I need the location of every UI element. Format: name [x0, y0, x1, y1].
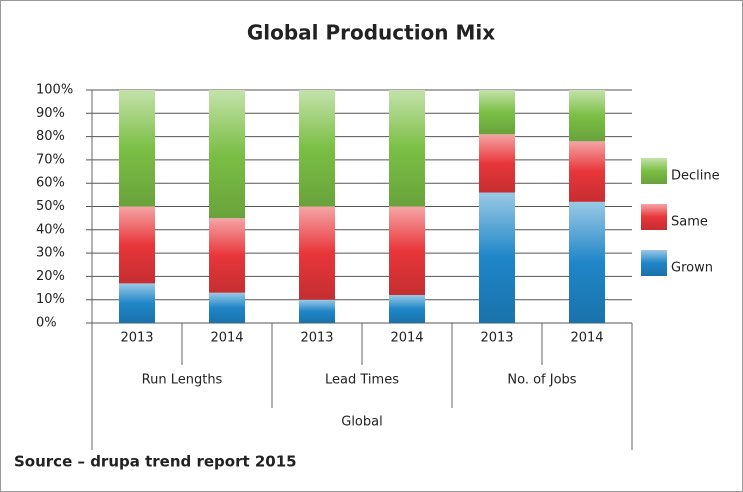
- bar-segment: [569, 141, 605, 202]
- bar-segment: [479, 134, 515, 193]
- x-tick-label: 2013: [120, 331, 153, 346]
- y-tick-label: 70%: [36, 152, 65, 167]
- group-label: No. of Jobs: [507, 373, 576, 388]
- bar-segment: [209, 292, 245, 323]
- bar-segment: [209, 218, 245, 293]
- y-tick-label: 100%: [36, 83, 73, 98]
- chart-title: Global Production Mix: [247, 21, 495, 45]
- legend-label: Grown: [671, 261, 713, 276]
- y-tick-label: 0%: [36, 316, 57, 331]
- x-tick-label: 2014: [390, 331, 423, 346]
- legend-swatch: [641, 204, 667, 230]
- legend-label: Decline: [671, 169, 720, 184]
- bar-segment: [389, 90, 425, 207]
- x-tick-label: 2013: [300, 331, 333, 346]
- bar-segment: [479, 90, 515, 135]
- y-tick-label: 20%: [36, 269, 65, 284]
- legend-swatch: [641, 250, 667, 276]
- bar-segment: [389, 295, 425, 323]
- legend-swatch: [641, 158, 667, 184]
- y-tick-label: 40%: [36, 222, 65, 237]
- group-label: Run Lengths: [142, 373, 223, 388]
- bar-segment: [119, 206, 155, 284]
- x-tick-label: 2014: [570, 331, 603, 346]
- bar-segment: [299, 90, 335, 207]
- x-tick-label: 2014: [210, 331, 243, 346]
- bar-segment: [299, 299, 335, 323]
- y-tick-label: 90%: [36, 106, 65, 121]
- y-tick-label: 30%: [36, 246, 65, 261]
- group-label: Lead Times: [325, 373, 399, 388]
- supergroup-label: Global: [341, 415, 382, 430]
- bar-segment: [569, 90, 605, 142]
- bar-segment: [299, 206, 335, 300]
- y-tick-label: 50%: [36, 199, 65, 214]
- source: Source – drupa trend report 2015: [14, 453, 297, 471]
- bar-segment: [389, 206, 425, 296]
- y-tick-label: 60%: [36, 176, 65, 191]
- bar-segment: [209, 90, 245, 219]
- y-tick-label: 80%: [36, 129, 65, 144]
- bar-segment: [119, 90, 155, 207]
- x-tick-label: 2013: [480, 331, 513, 346]
- bar-segment: [569, 201, 605, 323]
- bar-segment: [479, 192, 515, 323]
- bar-segment: [119, 283, 155, 323]
- y-tick-label: 10%: [36, 292, 65, 307]
- legend-label: Same: [671, 215, 708, 230]
